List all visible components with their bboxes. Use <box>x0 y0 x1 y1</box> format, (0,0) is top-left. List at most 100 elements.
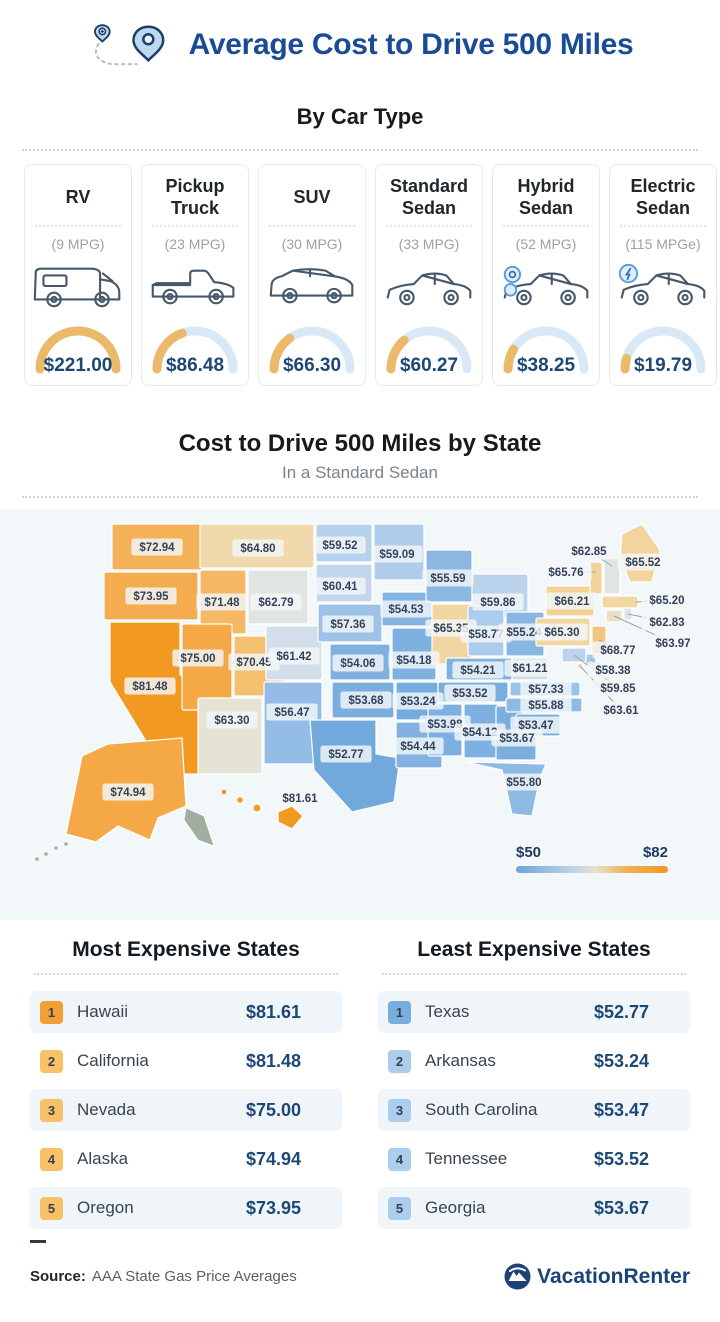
state-value-label-CT: $63.97 <box>655 638 690 650</box>
state-value-label-SD: $60.41 <box>322 581 358 593</box>
state-value-chip-MA <box>641 591 693 609</box>
ranking-lists: Most Expensive States 1 Hawaii $81.61 2 … <box>30 938 690 1236</box>
pickup-truck-icon <box>147 258 243 314</box>
car-name: Electric Sedan <box>630 176 696 218</box>
state-value-label-KY: $54.21 <box>460 665 496 677</box>
brand-name: VacationRenter <box>537 1264 690 1288</box>
cost-gauge: $66.30 <box>264 322 360 378</box>
state-name: Tennessee <box>425 1149 508 1168</box>
table-row: 3 South Carolina $53.47 <box>378 1089 690 1131</box>
state-name: Nevada <box>77 1100 136 1119</box>
header: Average Cost to Drive 500 Miles <box>0 14 720 76</box>
rank-badge: 2 <box>40 1049 63 1073</box>
state-cost: $53.52 <box>594 1148 650 1169</box>
state-value-chip-WI <box>422 569 474 587</box>
source-text: AAA State Gas Price Averages <box>91 1268 297 1285</box>
state-HI-island <box>252 803 262 813</box>
divider <box>268 225 356 227</box>
state-value-label-FL: $55.80 <box>506 777 541 789</box>
aleutian-island <box>44 852 48 856</box>
state-value-label-MA: $65.20 <box>649 595 684 607</box>
rank-badge: 1 <box>388 1000 411 1024</box>
table-row: 1 Texas $52.77 <box>378 991 690 1033</box>
state-value-chip-NE <box>322 615 374 633</box>
state-NV <box>181 623 233 711</box>
state-value-label-NH: $62.85 <box>571 546 607 558</box>
divider <box>34 973 338 975</box>
state-value-label-PA: $65.30 <box>544 627 579 639</box>
least-expensive-list: Least Expensive States 1 Texas $52.77 2 … <box>378 938 690 1236</box>
state-value-label-IN: $58.77 <box>468 629 503 641</box>
rank-badge: 4 <box>388 1147 411 1171</box>
state-name: Hawaii <box>77 1002 129 1021</box>
state-value-chip-AK <box>102 783 154 801</box>
state-cost: $53.47 <box>594 1099 650 1120</box>
state-name: South Carolina <box>425 1100 538 1119</box>
state-value-chip-UT <box>228 653 280 671</box>
map-section-subtitle: In a Standard Sedan <box>282 463 438 482</box>
state-value-chip-KS <box>332 654 384 672</box>
state-TX <box>309 719 401 813</box>
state-value-chip-MO <box>388 651 440 669</box>
state-value-chip-MT <box>232 539 284 557</box>
state-value-label-HI: $81.61 <box>282 793 318 805</box>
state-value-label-UT: $70.45 <box>236 657 272 669</box>
car-mpg: (30 MPG) <box>281 236 343 252</box>
state-value-chip-KY <box>452 661 504 679</box>
state-value-chip-VT <box>540 563 592 581</box>
state-value-chip-ME <box>617 553 669 571</box>
state-value-label-AK: $74.94 <box>110 787 146 799</box>
state-value-chip-NC <box>520 696 572 714</box>
state-value-chip-ND <box>314 536 366 554</box>
state-value-label-CA: $81.48 <box>132 681 168 693</box>
state-value-chip-WY <box>250 593 302 611</box>
by-car-type-heading: By Car Type <box>296 104 424 129</box>
state-cost: $73.95 <box>246 1197 302 1218</box>
divider <box>619 225 707 227</box>
state-cost: $75.00 <box>246 1099 302 1120</box>
state-value-chip-CO <box>268 647 320 665</box>
state-value-chip-DE <box>587 661 639 679</box>
state-value-chip-IA <box>380 600 432 618</box>
state-value-label-DC: $63.61 <box>603 705 639 717</box>
state-value-chip-MI <box>472 593 524 611</box>
table-row: 4 Alaska $74.94 <box>30 1138 342 1180</box>
state-HI-island <box>220 788 228 796</box>
state-value-chip-AR <box>392 692 444 710</box>
car-card-suv: SUV (30 MPG) $66.30 <box>258 164 366 386</box>
table-row: 5 Oregon $73.95 <box>30 1187 342 1229</box>
state-value-label-GA: $53.67 <box>499 733 534 745</box>
state-value-label-WV: $61.21 <box>512 663 548 675</box>
state-value-chip-NJ <box>592 641 644 659</box>
state-value-chip-WA <box>131 538 183 556</box>
most-expensive-list: Most Expensive States 1 Hawaii $81.61 2 … <box>30 938 342 1236</box>
state-value-chip-TX <box>320 745 372 763</box>
table-row: 1 Hawaii $81.61 <box>30 991 342 1033</box>
state-value-chip-SC <box>510 716 562 734</box>
cost-gauge: $86.48 <box>147 322 243 378</box>
state-value-label-NM: $56.47 <box>274 707 309 719</box>
car-type-cards: RV (9 MPG) $221.00 Pickup Truck (23 MPG) <box>24 164 717 386</box>
state-value-label-NY: $66.21 <box>554 596 590 608</box>
state-value-label-OH: $55.24 <box>506 627 542 639</box>
state-value-chip-NV <box>172 649 224 667</box>
state-name: Georgia <box>425 1198 486 1217</box>
state-value-label-WI: $55.59 <box>430 573 465 585</box>
divider <box>34 225 122 227</box>
state-cost: $74.94 <box>246 1148 302 1169</box>
car-cost: $60.27 <box>399 355 459 376</box>
rank-badge: 5 <box>40 1196 63 1220</box>
state-value-label-OR: $73.95 <box>133 591 169 603</box>
state-cost: $81.61 <box>246 1001 302 1022</box>
car-card-pickup-truck: Pickup Truck (23 MPG) $86.48 <box>141 164 249 386</box>
state-value-label-TN: $53.52 <box>452 688 487 700</box>
state-value-label-NE: $57.36 <box>330 619 365 631</box>
state-HI <box>277 805 304 830</box>
state-value-label-NV: $75.00 <box>180 653 215 665</box>
divider <box>151 225 239 227</box>
state-value-label-ME: $65.52 <box>625 557 660 569</box>
state-cost: $53.67 <box>594 1197 650 1218</box>
state-value-label-MI: $59.86 <box>480 597 515 609</box>
state-value-chip-RI <box>641 613 693 631</box>
source-label: Source: <box>30 1268 86 1285</box>
